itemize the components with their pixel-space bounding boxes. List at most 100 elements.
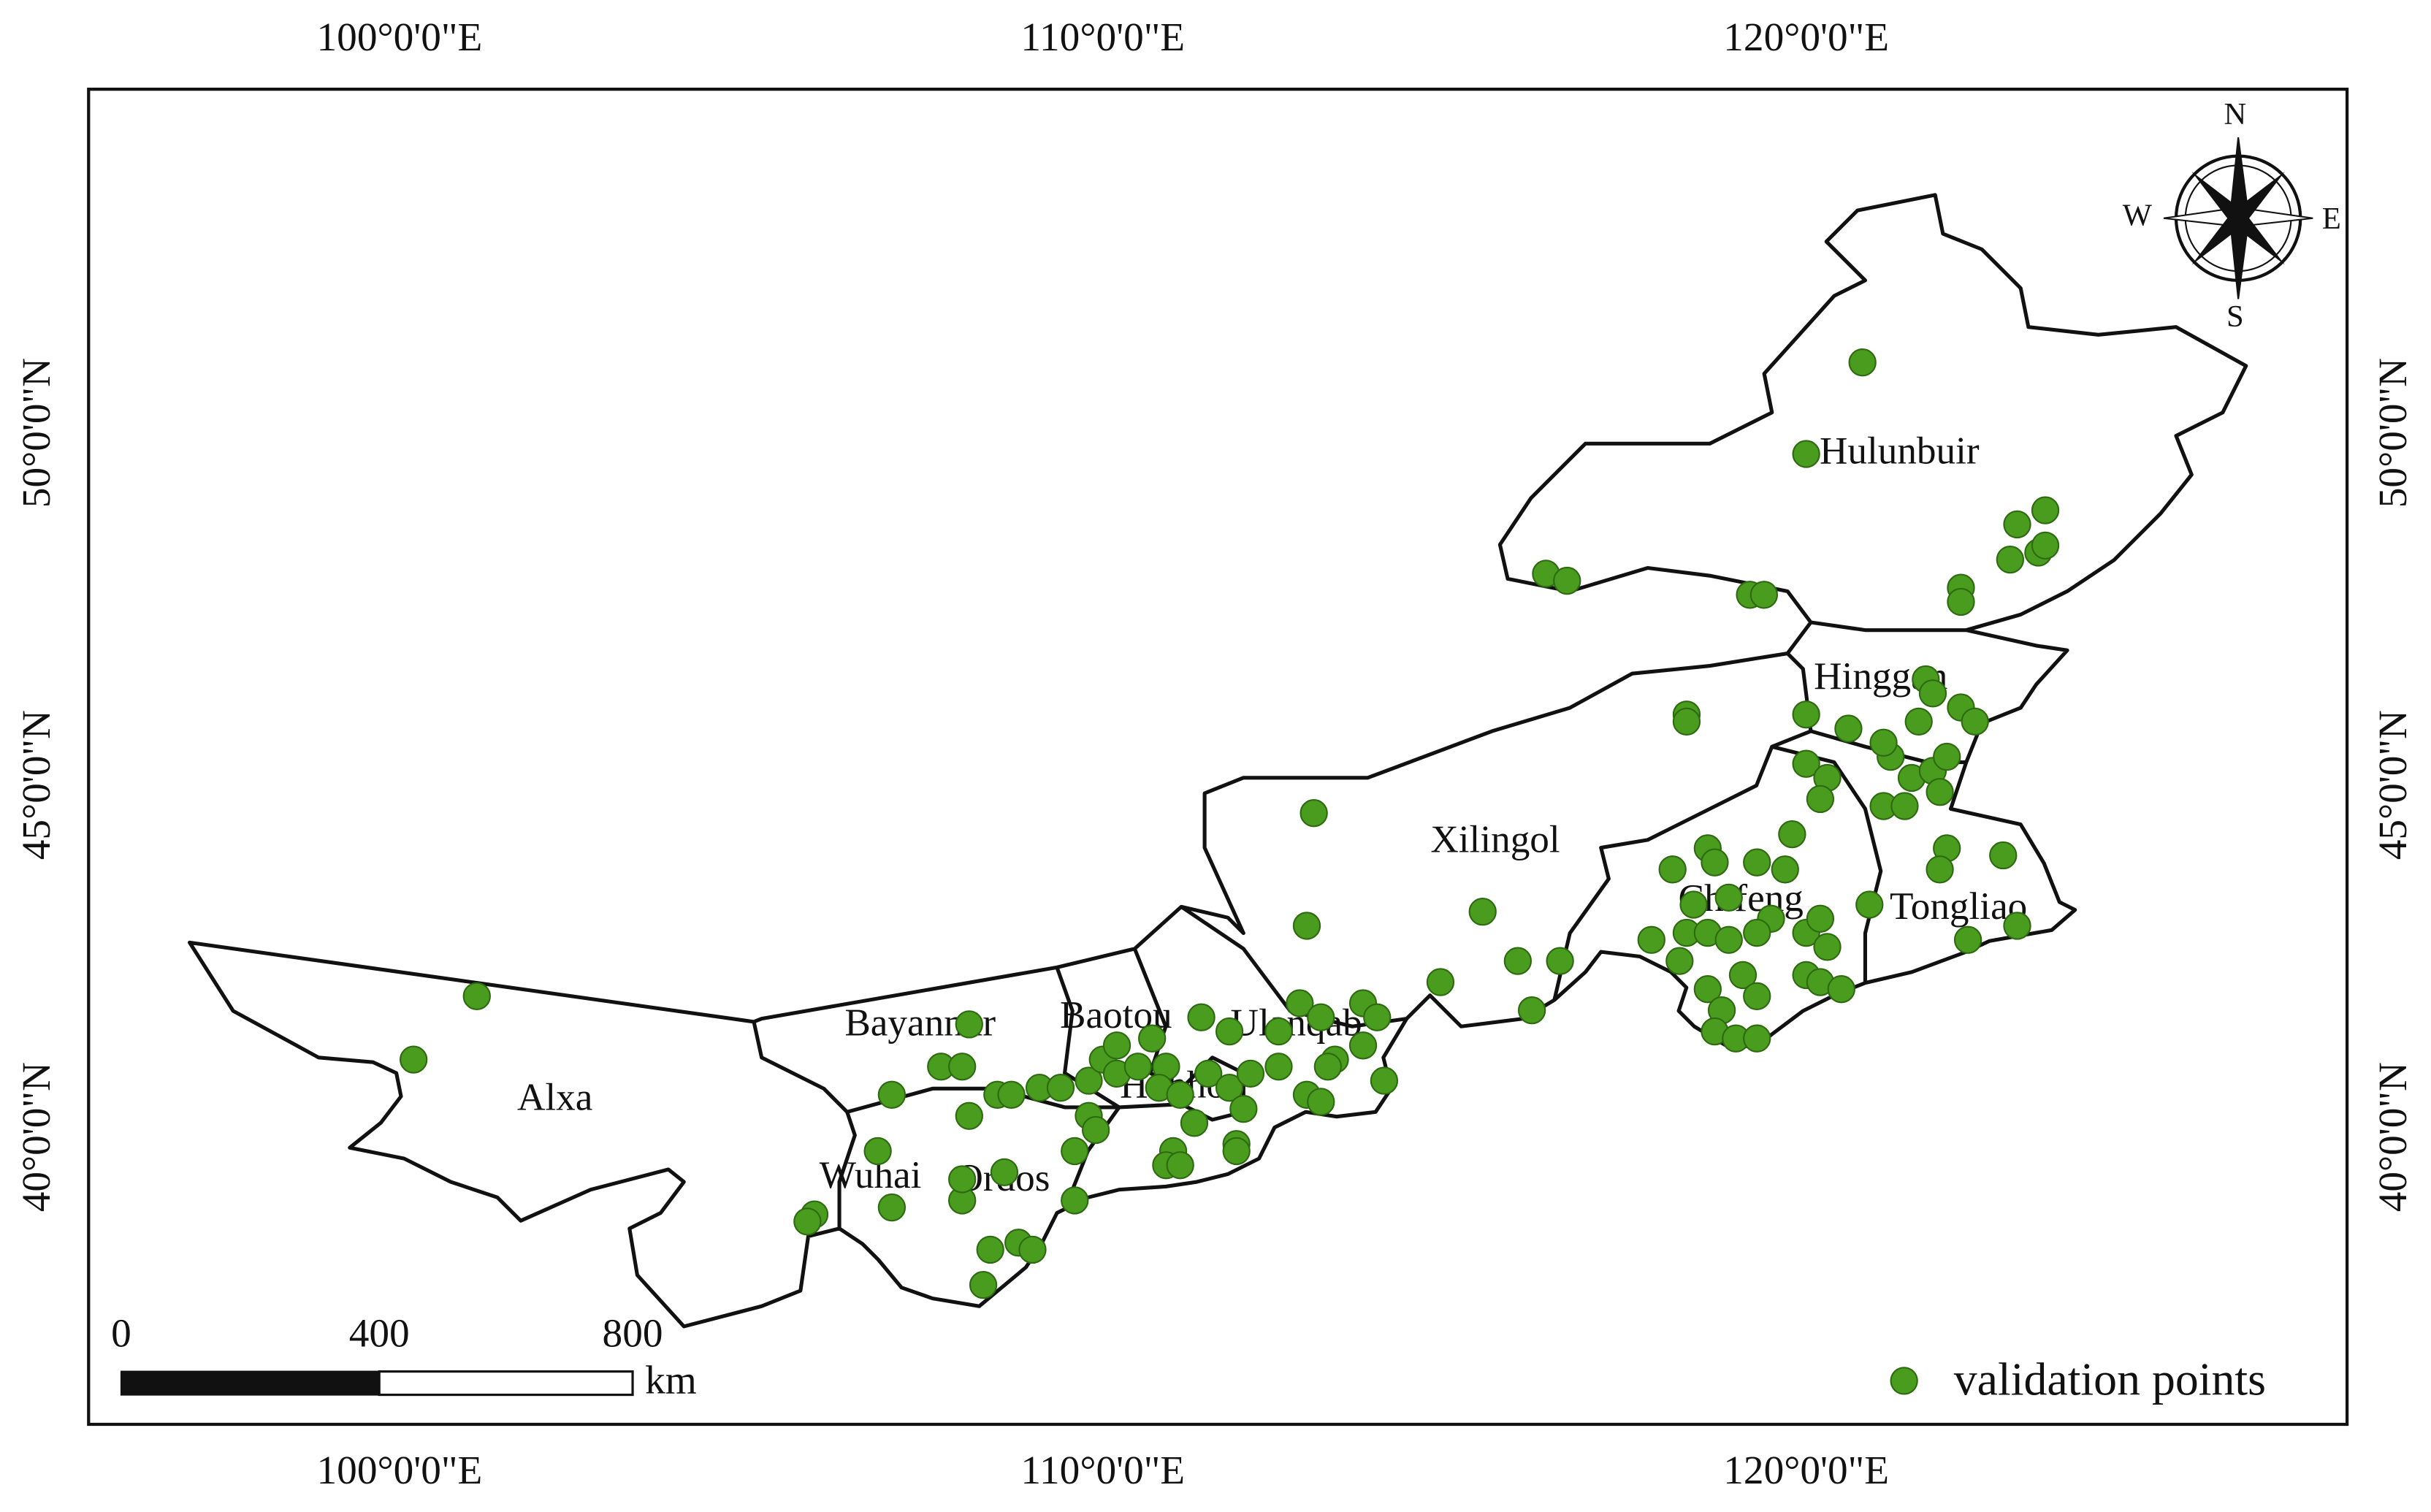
validation-point (1215, 1074, 1244, 1102)
validation-point (1827, 975, 1855, 1004)
validation-point (1307, 1003, 1335, 1031)
validation-point (1778, 820, 1806, 849)
validation-point (1187, 1003, 1216, 1031)
validation-point (1834, 714, 1863, 743)
validation-point (1714, 883, 1743, 912)
compass-label: N (2224, 97, 2247, 131)
validation-point (1701, 848, 1729, 877)
validation-point (1503, 947, 1533, 975)
validation-point (1918, 679, 1947, 708)
validation-point (1743, 1024, 1771, 1053)
validation-point (2003, 510, 2031, 539)
validation-point (1222, 1137, 1251, 1166)
y-tick-label: 40°0'0"N (2370, 1062, 2415, 1212)
validation-point (1989, 841, 2018, 870)
validation-point (1743, 848, 1771, 877)
validation-point (1672, 707, 1701, 736)
validation-point (1061, 1137, 1089, 1166)
validation-point (1693, 975, 1722, 1004)
x-tick-label: 110°0'0"E (1020, 1448, 1185, 1492)
validation-point (1292, 912, 1321, 940)
validation-point (1743, 982, 1771, 1010)
x-tick-label: 110°0'0"E (1020, 15, 1185, 59)
compass-label: S (2226, 299, 2244, 334)
validation-point (1081, 1115, 1110, 1145)
validation-point (1553, 566, 1581, 595)
validation-point (1749, 581, 1779, 609)
validation-point (1123, 1053, 1153, 1081)
validation-point (1771, 855, 1799, 884)
validation-point (1180, 1109, 1209, 1137)
compass-star (2191, 171, 2285, 265)
validation-point (1215, 1017, 1244, 1046)
validation-point (1926, 778, 1954, 806)
x-tick-label: 120°0'0"E (1723, 15, 1889, 59)
y-tick-label: 50°0'0"N (2370, 358, 2415, 508)
validation-point (1307, 1088, 1335, 1116)
validation-point (1961, 707, 1989, 736)
validation-point (1018, 1235, 1047, 1264)
validation-point (1061, 1186, 1089, 1215)
legend-marker (1890, 1367, 1918, 1395)
validation-point (1426, 968, 1455, 996)
validation-point (1848, 348, 1877, 377)
validation-point (1546, 947, 1574, 975)
validation-point (863, 1137, 892, 1166)
validation-point (1792, 749, 1820, 778)
validation-point (990, 1158, 1019, 1187)
x-tick-label: 120°0'0"E (1723, 1448, 1889, 1492)
validation-point (948, 1053, 977, 1081)
y-tick-label: 45°0'0"N (2370, 710, 2415, 860)
scale-bar-segment (378, 1370, 634, 1397)
scale-label: 0 (111, 1311, 131, 1356)
validation-point (1637, 925, 1665, 954)
validation-point (399, 1045, 428, 1074)
validation-point (1996, 545, 2025, 574)
validation-point (1194, 1059, 1223, 1088)
validation-point (948, 1165, 977, 1194)
validation-point (1743, 918, 1771, 947)
validation-point (1075, 1066, 1103, 1095)
y-tick-label: 45°0'0"N (14, 710, 58, 860)
validation-point (969, 1270, 998, 1299)
validation-point (1806, 784, 1835, 814)
validation-point (1166, 1151, 1194, 1180)
validation-point (1138, 1024, 1167, 1053)
validation-point (1792, 440, 1820, 468)
validation-point (1264, 1017, 1293, 1046)
scale-unit: km (645, 1357, 697, 1402)
validation-point (1517, 996, 1546, 1025)
scale-label: 400 (349, 1311, 410, 1356)
y-tick-label: 40°0'0"N (14, 1062, 58, 1212)
validation-point (1229, 1094, 1258, 1123)
validation-point (1714, 925, 1743, 954)
validation-point (1813, 933, 1842, 961)
validation-point (997, 1080, 1026, 1109)
validation-point (1679, 890, 1708, 919)
validation-point (1313, 1053, 1343, 1081)
validation-point (1264, 1053, 1293, 1081)
validation-point (1665, 947, 1694, 975)
compass-label: E (2322, 202, 2341, 236)
validation-point (1348, 1031, 1378, 1060)
x-tick-label: 100°0'0"E (317, 1448, 483, 1492)
legend-label: validation points (1954, 1353, 2266, 1405)
scale-label: 800 (603, 1311, 663, 1356)
validation-point (1792, 700, 1820, 729)
validation-point (1855, 890, 1884, 919)
region-label: Xilingol (1430, 817, 1560, 860)
validation-point (877, 1193, 907, 1222)
validation-point (1236, 1059, 1265, 1088)
validation-point (1468, 898, 1497, 926)
validation-point (1728, 961, 1758, 990)
validation-point (2031, 531, 2060, 560)
validation-point (1947, 587, 1975, 616)
validation-point (1953, 925, 1982, 954)
validation-point (877, 1080, 907, 1109)
validation-point (1286, 989, 1314, 1017)
x-tick-label: 100°0'0"E (317, 15, 483, 59)
validation-point (2031, 496, 2060, 524)
validation-point (1370, 1066, 1399, 1095)
validation-point (1102, 1031, 1131, 1060)
